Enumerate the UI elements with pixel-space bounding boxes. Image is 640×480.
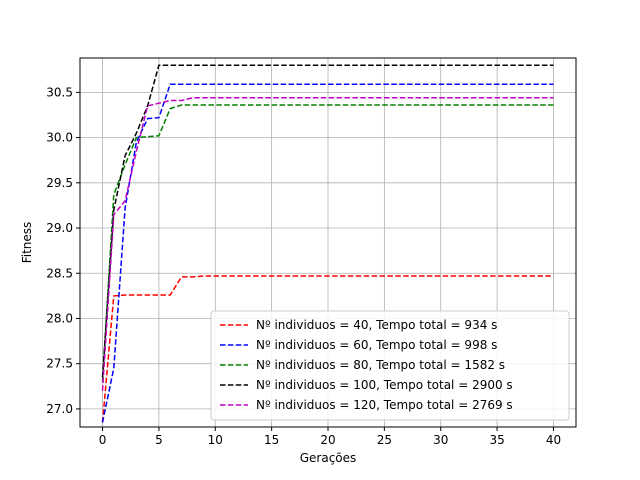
legend-entry-0: Nº individuos = 40, Tempo total = 934 s bbox=[256, 318, 497, 332]
series-line-4 bbox=[101, 97, 554, 391]
legend-entry-1: Nº individuos = 60, Tempo total = 998 s bbox=[256, 338, 497, 352]
x-tick-label: 35 bbox=[489, 433, 504, 447]
legend-entry-2: Nº individuos = 80, Tempo total = 1582 s bbox=[256, 358, 505, 372]
x-tick-label: 0 bbox=[99, 433, 107, 447]
y-tick-label: 27.0 bbox=[46, 402, 73, 416]
y-axis-label: Fitness bbox=[20, 222, 34, 264]
x-tick-label: 20 bbox=[320, 433, 335, 447]
x-tick-label: 30 bbox=[433, 433, 448, 447]
y-tick-label: 30.0 bbox=[46, 131, 73, 145]
legend: Nº individuos = 40, Tempo total = 934 s N… bbox=[210, 310, 570, 421]
series-line-2 bbox=[101, 104, 554, 382]
series-line-1 bbox=[101, 83, 554, 423]
x-tick-label: 10 bbox=[208, 433, 223, 447]
legend-entry-3: Nº individuos = 100, Tempo total = 2900 … bbox=[256, 378, 513, 392]
legend-entry-4: Nº individuos = 120, Tempo total = 2769 … bbox=[256, 398, 513, 412]
x-axis-label: Gerações bbox=[300, 451, 357, 465]
x-tick-label: 40 bbox=[546, 433, 561, 447]
series-lines bbox=[101, 64, 554, 423]
x-tick-label: 15 bbox=[264, 433, 279, 447]
y-tick-label: 29.5 bbox=[46, 176, 73, 190]
x-tick-label: 25 bbox=[377, 433, 392, 447]
y-tick-label: 29.0 bbox=[46, 221, 73, 235]
y-tick-label: 30.5 bbox=[46, 85, 73, 99]
axis-ticks: 0 5 10 15 20 25 30 35 40 27.0 27.5 28.0 28.5 29.0 29.5… bbox=[46, 85, 561, 447]
y-tick-label: 28.5 bbox=[46, 266, 73, 280]
y-tick-label: 28.0 bbox=[46, 311, 73, 325]
x-tick-label: 5 bbox=[155, 433, 163, 447]
y-tick-label: 27.5 bbox=[46, 357, 73, 371]
series-line-0 bbox=[101, 275, 554, 423]
series-line-3 bbox=[101, 64, 554, 378]
legend-box bbox=[210, 310, 570, 421]
